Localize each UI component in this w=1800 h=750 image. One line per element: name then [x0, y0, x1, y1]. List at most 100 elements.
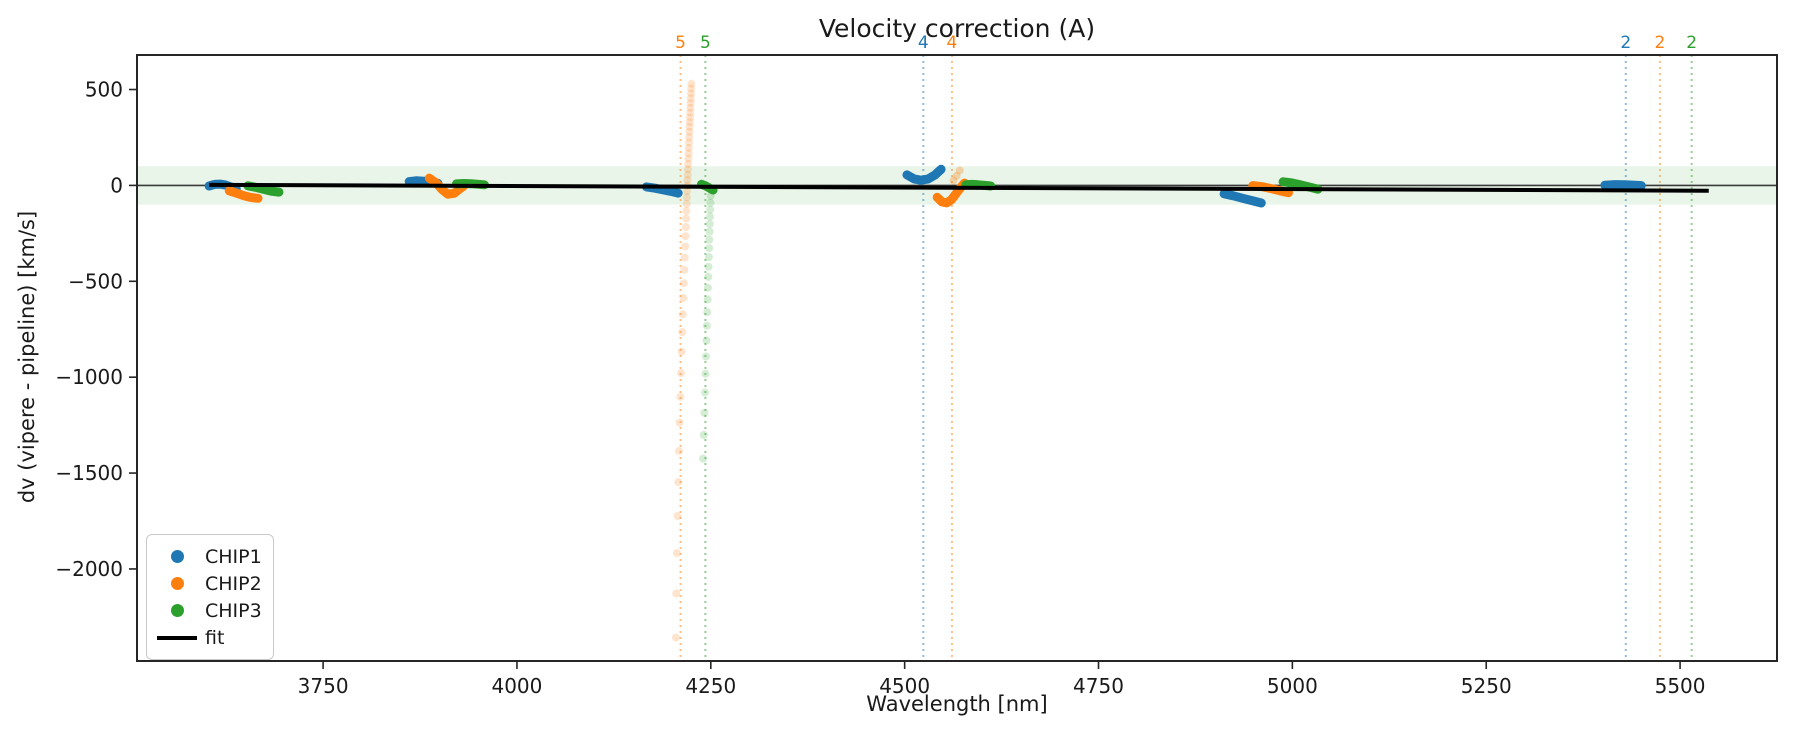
trail-point [672, 549, 681, 558]
trail-point [699, 454, 708, 463]
chart-title: Velocity correction (A) [818, 14, 1096, 43]
trail-point [701, 352, 710, 361]
y-tick-label: 500 [85, 78, 123, 102]
trail-point [687, 89, 696, 98]
point-cluster [961, 179, 996, 191]
legend-label: CHIP3 [205, 599, 262, 622]
trail-point [685, 122, 694, 131]
trail-point [704, 272, 713, 281]
fit-line-icon [155, 635, 199, 640]
trail-point [684, 143, 693, 152]
order-line-label: 4 [947, 33, 958, 53]
trail-point [678, 310, 687, 319]
trail-point [676, 392, 685, 401]
trail-point [683, 170, 692, 179]
x-tick-label: 4750 [1073, 674, 1124, 698]
order-line-label: 5 [700, 33, 711, 53]
trail-point [685, 133, 694, 142]
trail-point [699, 430, 708, 439]
fit-line [209, 182, 1709, 193]
y-tick-label: −2000 [55, 557, 123, 581]
point-cluster [424, 173, 468, 199]
trail-point [675, 418, 684, 427]
trail-point [952, 171, 961, 180]
point-cluster [902, 164, 946, 185]
point-cluster [224, 186, 263, 203]
x-axis-label: Wavelength [nm] [866, 692, 1048, 716]
x-tick-label: 4500 [879, 674, 930, 698]
trail-point [680, 265, 689, 274]
trail-point [682, 214, 691, 223]
trail-point [703, 283, 712, 292]
order-line-label: 5 [675, 33, 686, 53]
x-axis-ticks: 3750 4000 4250 4500 4750 5000 5250 5500 [298, 661, 1706, 698]
trail-point [686, 98, 695, 107]
order-line-label: 4 [918, 33, 929, 53]
trail-point [701, 369, 710, 378]
trail-point [705, 235, 714, 244]
legend-item-chip1: CHIP1 [155, 543, 263, 570]
order-line-label: 2 [1654, 33, 1665, 53]
legend-item-chip2: CHIP2 [155, 570, 263, 597]
trail-point [703, 295, 712, 304]
trail-point [684, 159, 693, 168]
axes-frame [136, 54, 1778, 662]
trail-point [706, 212, 715, 221]
trail-point [681, 242, 690, 251]
trail-point [674, 447, 683, 456]
trail-point [678, 328, 687, 337]
y-axis-label: dv (vipere - pipeline) [km/s] [15, 210, 39, 504]
trail-point [686, 103, 695, 112]
trail-point [672, 589, 681, 598]
point-cluster [1219, 189, 1266, 208]
trail-point [671, 633, 680, 642]
trail-point [683, 187, 692, 196]
trail-point [706, 205, 715, 214]
trail-point [681, 232, 690, 241]
trail-point [704, 253, 713, 262]
trail-point [677, 369, 686, 378]
legend-label: CHIP1 [205, 545, 262, 568]
trail-point [706, 198, 715, 207]
y-tick-label: −1500 [55, 461, 123, 485]
trail-point [680, 253, 689, 262]
trail-point [684, 154, 693, 163]
chip3-marker-icon [155, 604, 199, 617]
y-tick-label: −1000 [55, 365, 123, 389]
x-tick-label: 5250 [1461, 674, 1512, 698]
trail-point [702, 336, 711, 345]
trail-point [684, 149, 693, 158]
trail-point [686, 94, 695, 103]
y-tick-label: 0 [110, 173, 123, 197]
trail-point [682, 193, 691, 202]
trail-point [685, 118, 694, 127]
x-tick-label: 4250 [685, 674, 736, 698]
chip2-marker-icon [155, 577, 199, 590]
order-line-label: 2 [1620, 33, 1631, 53]
trail-point [702, 321, 711, 330]
trail-point [682, 206, 691, 215]
legend-label: fit [205, 626, 225, 649]
trail-point [679, 293, 688, 302]
trail-CHIP2 [671, 79, 696, 642]
trail-point [955, 166, 964, 175]
y-tick-label: −500 [68, 269, 123, 293]
trail-point [677, 347, 686, 356]
point-cluster [1600, 180, 1646, 191]
y-axis-ticks: 500 0 −500 −1000 −1500 −2000 [55, 78, 137, 581]
x-tick-label: 3750 [298, 674, 349, 698]
trail-point [687, 79, 696, 88]
trail-point [687, 84, 696, 93]
trail-point [704, 262, 713, 271]
trail-point [682, 199, 691, 208]
trail-point [700, 408, 709, 417]
trail-point [685, 138, 694, 147]
trail-CHIP3 [699, 185, 715, 463]
trail-point [685, 127, 694, 136]
trail-point [703, 308, 712, 317]
trail-point [681, 223, 690, 232]
trail-point [673, 512, 682, 521]
trail-point [705, 227, 714, 236]
